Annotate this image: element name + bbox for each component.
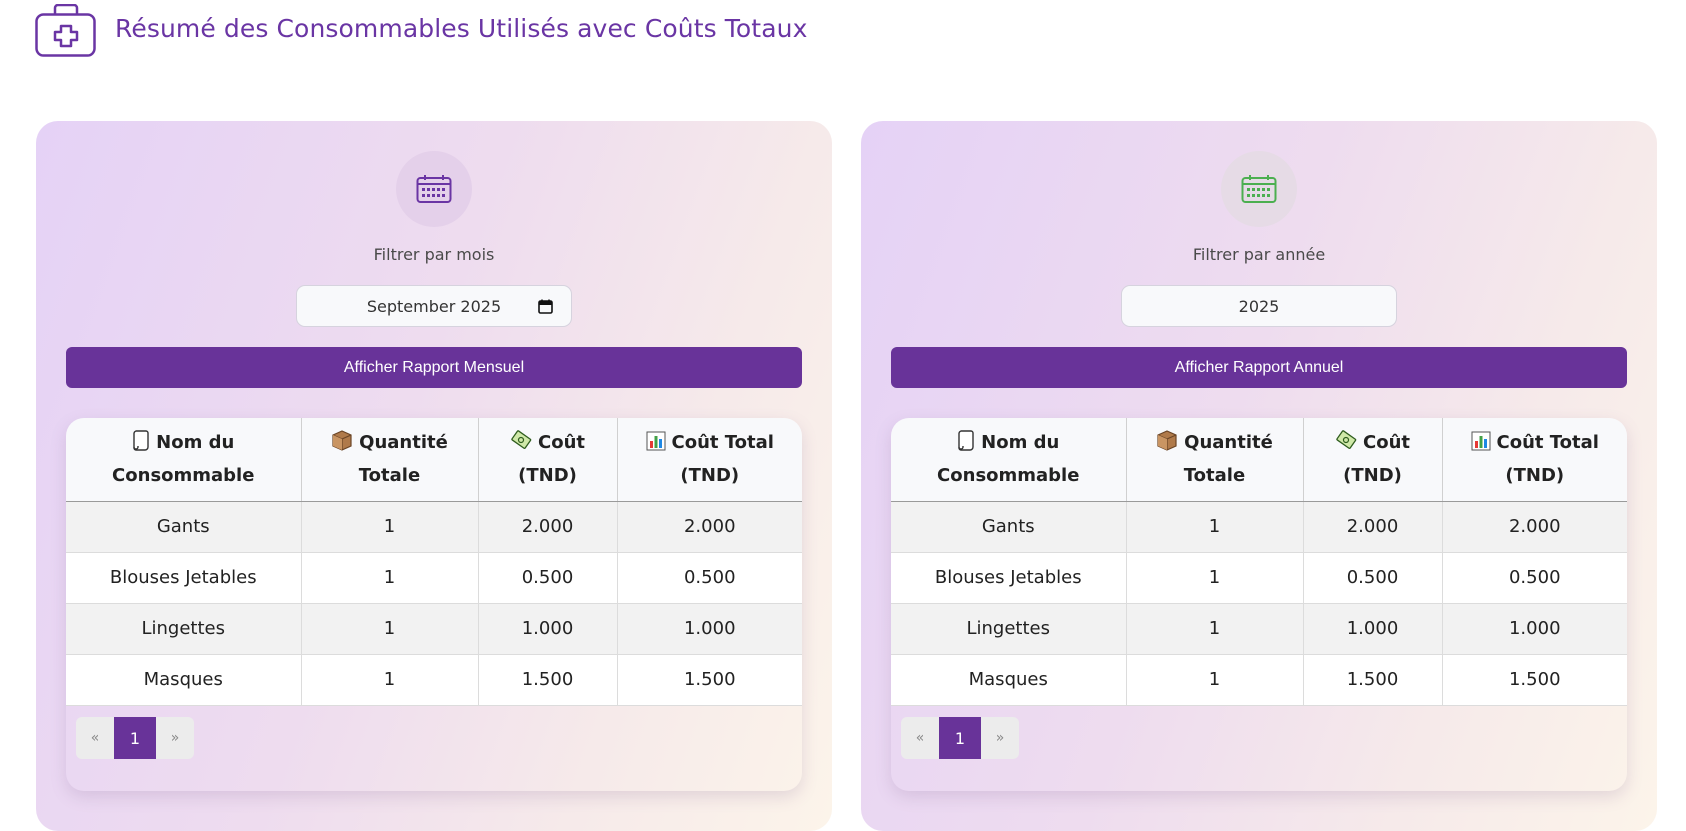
cell-qty: 1 — [301, 501, 479, 553]
cell-total: 1.500 — [1442, 654, 1627, 706]
cell-name: Blouses Jetables — [66, 552, 302, 604]
cell-total: 1.000 — [617, 603, 802, 655]
cell-qty: 1 — [1126, 501, 1304, 553]
monthly-table-container: Nom du Consommable Quantité Totale Coût … — [66, 418, 802, 791]
annual-report-card: Filtrer par année 2025 Afficher Rapport … — [861, 121, 1657, 831]
year-input[interactable]: 2025 — [1121, 285, 1397, 327]
pagination-page-1[interactable]: 1 — [939, 717, 981, 759]
money-icon — [1335, 429, 1357, 461]
bar-chart-icon — [1471, 431, 1491, 461]
cell-cost: 0.500 — [478, 552, 618, 604]
cell-cost: 1.000 — [1303, 603, 1443, 655]
pagination-next[interactable]: » — [981, 717, 1019, 759]
annual-table: Nom du Consommable Quantité Totale Coût … — [891, 418, 1627, 706]
table-row: Blouses Jetables 1 0.500 0.500 — [66, 552, 802, 604]
scroll-icon — [957, 429, 975, 461]
cell-qty: 1 — [1126, 654, 1304, 706]
cell-cost: 2.000 — [1303, 501, 1443, 553]
column-header-name: Nom du Consommable — [891, 418, 1127, 502]
table-row: Masques 1 1.500 1.500 — [891, 654, 1627, 706]
annual-pagination: « 1 » — [901, 717, 1019, 759]
cell-name: Gants — [891, 501, 1127, 553]
cell-qty: 1 — [301, 654, 479, 706]
calendar-picker-icon[interactable] — [538, 299, 553, 314]
calendar-icon — [416, 175, 452, 203]
cell-total: 1.000 — [1442, 603, 1627, 655]
scroll-icon — [132, 429, 150, 461]
annual-report-button[interactable]: Afficher Rapport Annuel — [891, 347, 1627, 388]
cell-qty: 1 — [1126, 603, 1304, 655]
cell-cost: 1.500 — [1303, 654, 1443, 706]
table-row: Lingettes 1 1.000 1.000 — [66, 603, 802, 655]
box-icon — [1156, 429, 1178, 461]
table-row: Masques 1 1.500 1.500 — [66, 654, 802, 706]
cell-total: 1.500 — [617, 654, 802, 706]
cell-cost: 0.500 — [1303, 552, 1443, 604]
year-filter-label: Filtrer par année — [1192, 245, 1326, 264]
calendar-badge — [1221, 151, 1297, 227]
table-row: Gants 1 2.000 2.000 — [891, 501, 1627, 553]
pagination-page-1[interactable]: 1 — [114, 717, 156, 759]
table-row: Lingettes 1 1.000 1.000 — [891, 603, 1627, 655]
column-header-total: Coût Total (TND) — [1442, 418, 1627, 502]
column-header-quantity: Quantité Totale — [301, 418, 479, 502]
month-filter-label: Filtrer par mois — [373, 245, 495, 264]
page-title: Résumé des Consommables Utilisés avec Co… — [115, 14, 808, 43]
pagination-prev[interactable]: « — [76, 717, 114, 759]
cell-qty: 1 — [1126, 552, 1304, 604]
bar-chart-icon — [646, 431, 666, 461]
page-header: Résumé des Consommables Utilisés avec Co… — [0, 0, 1686, 62]
month-input-value: September 2025 — [366, 296, 502, 316]
cell-name: Masques — [66, 654, 302, 706]
cell-name: Lingettes — [891, 603, 1127, 655]
money-icon — [510, 429, 532, 461]
cell-total: 0.500 — [617, 552, 802, 604]
box-icon — [331, 429, 353, 461]
pagination-prev[interactable]: « — [901, 717, 939, 759]
pagination-next[interactable]: » — [156, 717, 194, 759]
cell-name: Masques — [891, 654, 1127, 706]
table-row: Gants 1 2.000 2.000 — [66, 501, 802, 553]
monthly-report-card: Filtrer par mois September 2025 Afficher… — [36, 121, 832, 831]
cell-cost: 1.500 — [478, 654, 618, 706]
cell-name: Lingettes — [66, 603, 302, 655]
cell-total: 0.500 — [1442, 552, 1627, 604]
annual-table-container: Nom du Consommable Quantité Totale Coût … — [891, 418, 1627, 791]
cell-qty: 1 — [301, 552, 479, 604]
cell-cost: 2.000 — [478, 501, 618, 553]
column-header-quantity: Quantité Totale — [1126, 418, 1304, 502]
calendar-icon — [1241, 175, 1277, 203]
monthly-report-button[interactable]: Afficher Rapport Mensuel — [66, 347, 802, 388]
column-header-cost: Coût (TND) — [1303, 418, 1443, 502]
cell-total: 2.000 — [1442, 501, 1627, 553]
column-header-name: Nom du Consommable — [66, 418, 302, 502]
monthly-pagination: « 1 » — [76, 717, 194, 759]
year-input-value: 2025 — [1238, 296, 1280, 316]
cell-qty: 1 — [301, 603, 479, 655]
calendar-badge — [396, 151, 472, 227]
table-row: Blouses Jetables 1 0.500 0.500 — [891, 552, 1627, 604]
monthly-table: Nom du Consommable Quantité Totale Coût … — [66, 418, 802, 706]
cell-name: Gants — [66, 501, 302, 553]
column-header-cost: Coût (TND) — [478, 418, 618, 502]
cell-name: Blouses Jetables — [891, 552, 1127, 604]
cell-cost: 1.000 — [478, 603, 618, 655]
column-header-total: Coût Total (TND) — [617, 418, 802, 502]
medical-kit-icon — [35, 4, 96, 57]
cell-total: 2.000 — [617, 501, 802, 553]
month-input[interactable]: September 2025 — [296, 285, 572, 327]
